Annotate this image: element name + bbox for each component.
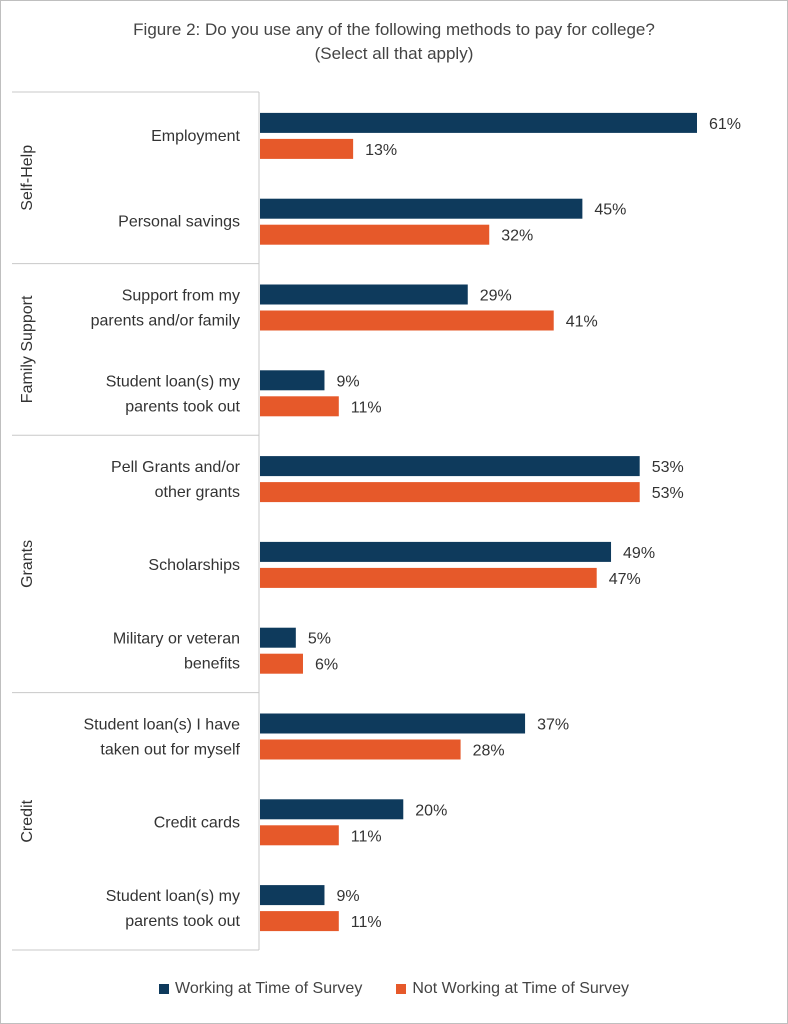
category-label: Credit cards	[154, 814, 240, 831]
legend: Working at Time of Survey Not Working at…	[0, 980, 788, 998]
value-label: 45%	[594, 202, 626, 219]
bar-not-working	[260, 567, 597, 588]
bar-not-working	[260, 911, 339, 932]
bar-working	[260, 284, 468, 305]
chart-title: Figure 2: Do you use any of the followin…	[133, 20, 655, 39]
value-label: 5%	[308, 631, 331, 648]
bar-working	[260, 799, 404, 820]
legend-label-not-working: Not Working at Time of Survey	[412, 980, 629, 997]
bar-working	[260, 627, 296, 648]
category-label: Scholarships	[148, 557, 240, 574]
value-label: 29%	[480, 288, 512, 305]
group-label: Family Support	[19, 295, 36, 403]
value-label: 28%	[473, 743, 505, 760]
legend-item-not-working: Not Working at Time of Survey	[396, 980, 629, 998]
bar-working	[260, 541, 612, 562]
category-label: Student loan(s) I have taken out for myse…	[83, 717, 240, 759]
value-label: 13%	[365, 142, 397, 159]
legend-swatch-not-working	[396, 984, 407, 994]
category-label: Military or veteran benefits	[113, 631, 240, 673]
bar-working	[260, 885, 325, 906]
category-label: Employment	[151, 128, 240, 145]
bar-working	[260, 713, 526, 734]
group-label: Self-Help	[19, 145, 36, 211]
value-label: 20%	[415, 802, 447, 819]
chart-title-block: Figure 2: Do you use any of the followin…	[0, 18, 788, 66]
group-label: Grants	[19, 540, 36, 588]
value-label: 11%	[351, 828, 382, 845]
value-label: 37%	[537, 717, 569, 734]
bar-working	[260, 198, 583, 219]
bar-not-working	[260, 310, 554, 331]
bar-not-working	[260, 138, 354, 159]
value-label: 53%	[652, 459, 684, 476]
value-label: 11%	[351, 914, 382, 931]
bar-not-working	[260, 396, 339, 417]
bar-working	[260, 112, 697, 133]
bar-not-working	[260, 739, 461, 760]
bar-working	[260, 456, 640, 477]
legend-swatch-working	[159, 984, 169, 994]
value-label: 32%	[501, 228, 533, 245]
category-label: Pell Grants and/or other grants	[111, 459, 241, 501]
category-label: Personal savings	[118, 214, 240, 231]
value-label: 49%	[623, 545, 655, 562]
category-label: Student loan(s) my parents took out	[106, 888, 241, 930]
category-label: Support from my parents and/or family	[91, 288, 240, 330]
value-label: 6%	[315, 657, 338, 674]
value-label: 41%	[566, 314, 598, 331]
value-label: 47%	[609, 571, 641, 588]
bar-not-working	[260, 825, 339, 846]
value-label: 61%	[709, 116, 741, 133]
bar-not-working	[260, 653, 303, 674]
bar-working	[260, 370, 325, 391]
bar-not-working	[260, 482, 640, 503]
value-label: 9%	[336, 888, 359, 905]
group-label: Credit	[19, 799, 36, 842]
bar-not-working	[260, 224, 490, 245]
value-label: 11%	[351, 399, 382, 416]
legend-item-working: Working at Time of Survey	[159, 980, 362, 998]
category-label: Student loan(s) my parents took out	[106, 373, 241, 415]
value-label: 9%	[336, 373, 359, 390]
chart-subtitle: (Select all that apply)	[314, 44, 474, 63]
value-label: 53%	[652, 485, 684, 502]
legend-label-working: Working at Time of Survey	[175, 980, 363, 997]
